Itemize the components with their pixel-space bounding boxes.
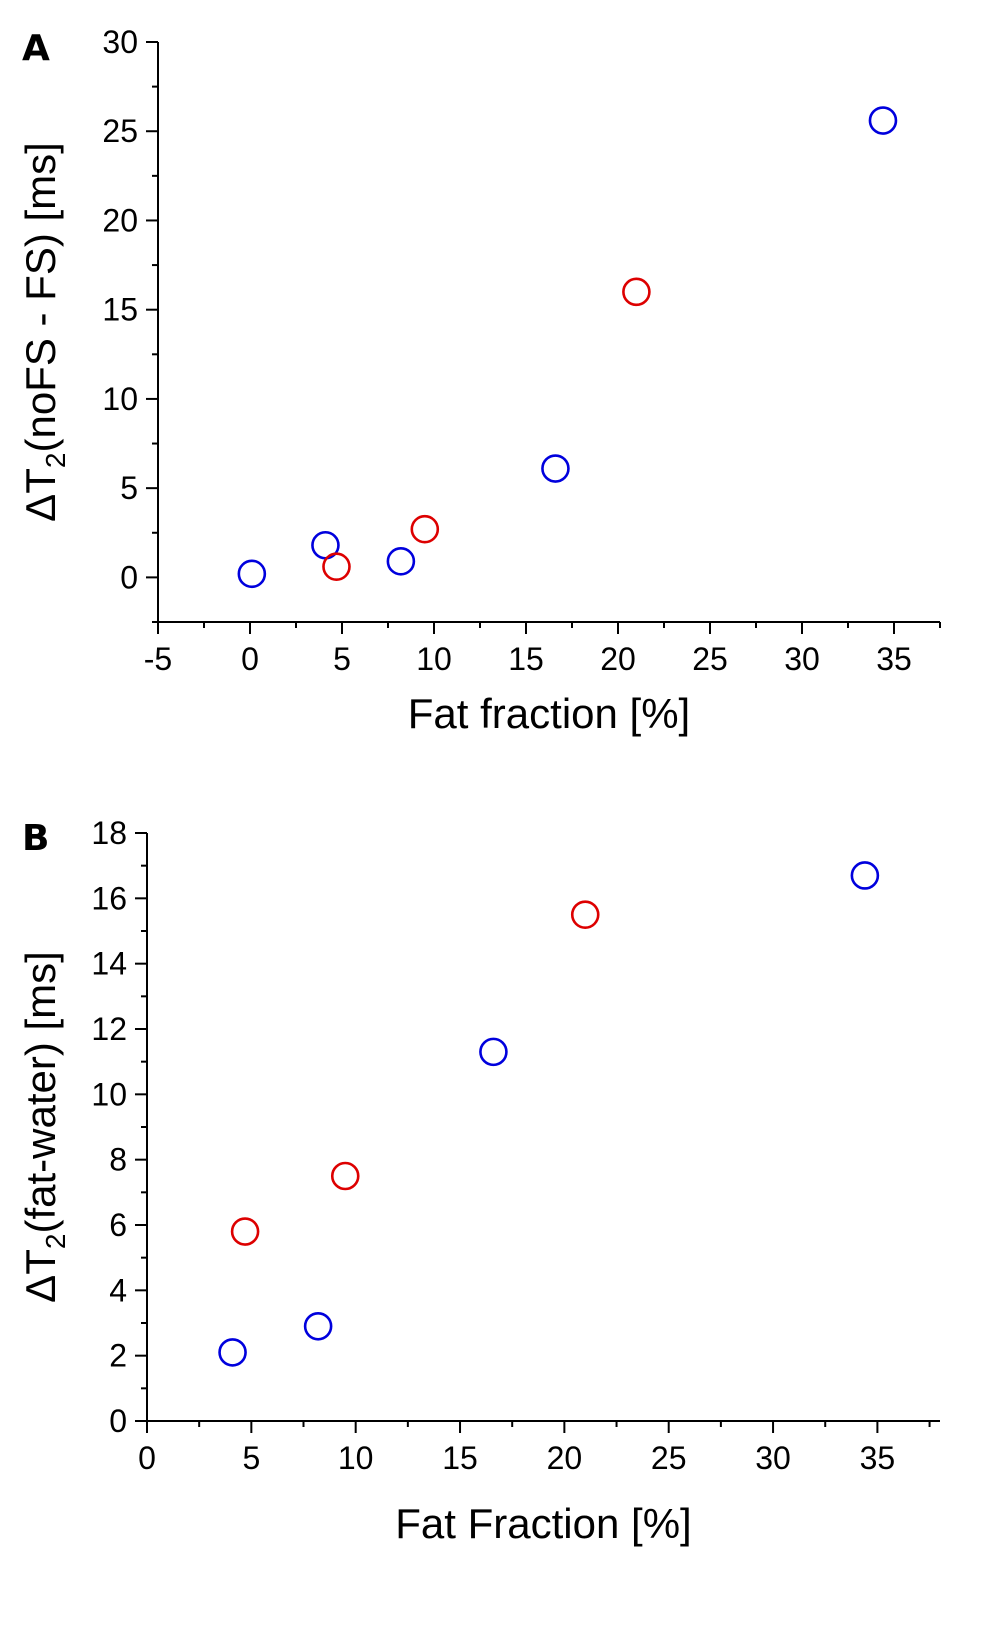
x-axis-title-a: Fat fraction [%] (408, 690, 690, 737)
panel-label-a: A (22, 28, 50, 69)
data-point-red-a (622, 277, 651, 307)
panel-a: A -5 0 5 10 15 20 25 30 35 0 5 10 15 20 25 30 Fat fractio… (17, 24, 941, 737)
x-tick-label-b: 30 (755, 1440, 791, 1476)
x-tick-label-a: 15 (508, 641, 544, 677)
data-point-red-b (230, 1217, 260, 1246)
y-tick-label-b: 8 (109, 1142, 127, 1178)
y-axis-title-b: ΔT2(fat-water) [ms] (17, 951, 71, 1303)
y-axis-title-suffix-b: (fat-water) [ms] (17, 951, 64, 1233)
y-tick-label-b: 10 (91, 1076, 127, 1112)
data-point-blue-a (541, 454, 570, 483)
x-tick-label-a: 25 (692, 641, 728, 677)
y-tick-label-b: 18 (91, 815, 127, 851)
y-axis-title-prefix-b: ΔT (17, 1249, 64, 1303)
data-point-blue-b (303, 1311, 333, 1341)
x-tick-label-b: 0 (138, 1440, 156, 1476)
y-tick-label-b: 4 (109, 1272, 127, 1308)
y-tick-label-a: 20 (102, 202, 138, 238)
data-point-blue-b (479, 1037, 508, 1067)
x-tick-label-a: 20 (600, 641, 636, 677)
y-axis-title-sub-b: 2 (40, 1234, 71, 1250)
x-tick-label-a: 5 (333, 641, 351, 677)
data-point-red-a (322, 552, 351, 581)
data-point-blue-b (218, 1338, 247, 1367)
data-point-blue-b (850, 861, 880, 890)
data-point-red-b (330, 1161, 360, 1191)
y-tick-label-b: 16 (91, 880, 127, 916)
y-tick-label-a: 15 (102, 292, 138, 328)
x-axis-title-b: Fat Fraction [%] (395, 1500, 691, 1547)
x-tick-label-b: 25 (651, 1440, 687, 1476)
x-tick-label-b: 35 (860, 1440, 896, 1476)
y-tick-label-a: 0 (120, 559, 138, 595)
y-tick-label-b: 14 (91, 946, 127, 982)
x-tick-label-a: 30 (784, 641, 820, 677)
data-point-red-b (570, 900, 600, 929)
data-point-red-a (410, 514, 440, 544)
x-tick-label-a: 35 (876, 641, 912, 677)
x-tick-label-b: 5 (242, 1440, 260, 1476)
y-tick-label-a: 5 (120, 470, 138, 506)
x-tick-label-b: 10 (338, 1440, 374, 1476)
y-tick-label-a: 25 (102, 113, 138, 149)
y-axis-title-suffix-a: (noFS - FS) [ms] (17, 142, 64, 452)
y-tick-label-b: 2 (109, 1338, 127, 1374)
data-point-blue-a (868, 106, 898, 135)
y-tick-label-b: 6 (109, 1207, 127, 1243)
y-tick-label-a: 10 (102, 381, 138, 417)
y-tick-label-a: 30 (102, 24, 138, 60)
y-tick-label-b: 0 (109, 1403, 127, 1439)
data-point-blue-a (237, 559, 267, 589)
x-tick-label-b: 15 (442, 1440, 478, 1476)
x-tick-label-a: 10 (416, 641, 452, 677)
y-axis-title-prefix-a: ΔT (17, 468, 64, 522)
data-point-blue-a (386, 547, 416, 576)
x-tick-label-b: 20 (547, 1440, 583, 1476)
panel-label-b: B (22, 818, 49, 859)
y-tick-label-b: 12 (91, 1011, 127, 1047)
y-axis-title-sub-a: 2 (40, 453, 71, 469)
x-tick-label-a: 0 (241, 641, 259, 677)
y-axis-title-a: ΔT2(noFS - FS) [ms] (17, 142, 71, 522)
x-tick-label-a: -5 (144, 641, 172, 677)
panel-b: B 0 5 10 15 20 25 30 35 0 2 4 6 8 10 12 14 16 18 Fat Fracti… (17, 815, 940, 1547)
